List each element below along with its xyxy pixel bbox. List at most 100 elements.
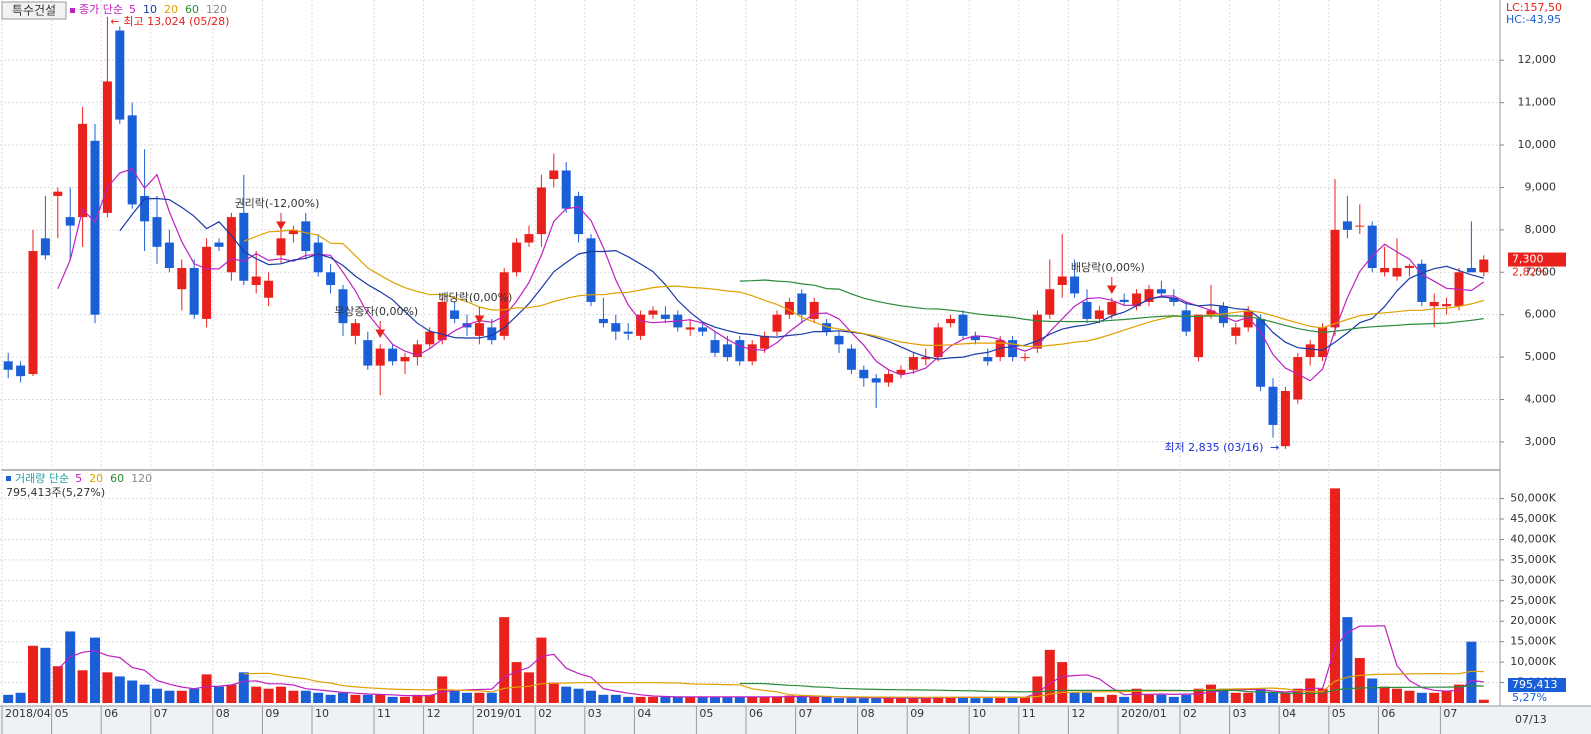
- candle-body: [264, 280, 274, 298]
- volume-bar: [1106, 694, 1117, 703]
- x-tick-label: 06: [104, 707, 118, 720]
- last-volume-box: [1508, 678, 1566, 692]
- candle-body: [487, 327, 497, 341]
- volume-bar: [1230, 692, 1241, 703]
- volume-bar: [1416, 692, 1427, 703]
- volume-bar: [1268, 692, 1278, 703]
- candle-body: [40, 238, 50, 256]
- volume-bar: [1218, 688, 1229, 703]
- volume-tick-label: 50,000K: [1510, 492, 1556, 505]
- candle-body: [896, 369, 906, 375]
- volume-bar: [524, 672, 534, 703]
- x-tick-label: 07: [799, 707, 813, 720]
- candle-body: [623, 331, 633, 334]
- candle-body: [660, 314, 670, 319]
- volume-bar: [325, 694, 336, 703]
- candle-body: [698, 327, 708, 332]
- candle-body: [884, 374, 894, 383]
- x-tick-label: 05: [55, 707, 69, 720]
- candle-body: [1020, 357, 1030, 359]
- volume-bar: [1156, 694, 1167, 703]
- candle-body: [338, 289, 348, 324]
- volume-bar: [1255, 688, 1266, 703]
- volume-bar: [387, 696, 398, 703]
- candle-body: [871, 378, 881, 383]
- volume-bar: [834, 698, 844, 703]
- volume-bar: [1280, 692, 1291, 703]
- x-tick-label: 07: [154, 707, 168, 720]
- legend-entry: 60: [185, 3, 199, 16]
- last-volume-ratio: 5,27%: [1512, 691, 1547, 704]
- volume-bar: [102, 672, 113, 703]
- volume-bar: [561, 686, 572, 703]
- legend-swatch: [70, 8, 75, 13]
- volume-bar: [1119, 696, 1130, 703]
- volume-bar: [685, 696, 696, 703]
- volume-bar: [424, 694, 435, 703]
- candle-body: [189, 268, 199, 315]
- candle-body: [933, 327, 943, 358]
- volume-bar: [3, 694, 14, 703]
- hc-label: HC:-43,95: [1506, 13, 1561, 26]
- volume-bar: [648, 696, 658, 703]
- y-tick-label: 8,000: [1525, 223, 1557, 236]
- last-change: 2,82%: [1512, 266, 1547, 279]
- volume-bar: [276, 686, 286, 703]
- volume-bar: [1367, 678, 1378, 703]
- candle-body: [1367, 225, 1377, 269]
- y-tick-label: 4,000: [1525, 392, 1557, 405]
- candle-body: [53, 191, 63, 196]
- volume-legend: 거래량 단순: [15, 472, 69, 485]
- candle-body: [437, 301, 447, 341]
- high-arrow: ←: [110, 15, 119, 28]
- volume-bar: [313, 692, 324, 703]
- y-tick-label: 7,000: [1525, 265, 1557, 278]
- candle-body: [958, 314, 968, 336]
- volume-bar: [400, 696, 410, 703]
- x-tick-label: 12: [1071, 707, 1085, 720]
- volume-bar: [1144, 694, 1154, 703]
- moving-average: [57, 625, 1484, 699]
- candle-body: [1057, 276, 1067, 285]
- volume-bar: [883, 698, 894, 703]
- volume-bar: [263, 688, 274, 703]
- volume-bar: [15, 692, 26, 703]
- event-label: 배당락(0,00%): [1071, 261, 1145, 274]
- candle-body: [140, 195, 150, 222]
- candle-body: [760, 335, 770, 349]
- candle-body: [363, 340, 373, 366]
- candle-body: [561, 170, 571, 209]
- volume-bar: [1429, 692, 1440, 703]
- x-tick-label: 11: [377, 707, 391, 720]
- volume-bar: [710, 696, 720, 703]
- candle-body: [512, 242, 522, 273]
- candle-body: [1268, 386, 1278, 425]
- x-tick-label: 04: [637, 707, 651, 720]
- low-arrow: →: [1270, 441, 1279, 454]
- last-volume: 795,413: [1512, 678, 1558, 691]
- event-arrow: [375, 321, 386, 339]
- high-label: 최고 13,024 (05/28): [123, 15, 229, 28]
- candle-body: [177, 268, 187, 290]
- candle-body: [412, 344, 422, 358]
- volume-bar: [1094, 696, 1105, 703]
- volume-bar: [734, 696, 745, 703]
- y-tick-label: 6,000: [1525, 308, 1557, 321]
- x-tick-label: 06: [749, 707, 763, 720]
- volume-bar: [152, 688, 162, 703]
- candle-body: [1169, 297, 1179, 302]
- candle-body: [1417, 263, 1427, 302]
- candle-body: [1156, 289, 1166, 294]
- volume-bar: [1379, 686, 1390, 703]
- volume-bar: [920, 698, 931, 703]
- plot: [3, 16, 1489, 703]
- volume-bar: [1305, 678, 1316, 703]
- candle-body: [1305, 344, 1315, 358]
- candle-body: [425, 331, 435, 345]
- moving-average: [739, 682, 1484, 695]
- volume-bar: [958, 696, 968, 703]
- legend-entry: 60: [110, 472, 124, 485]
- volume-bar: [1392, 688, 1402, 703]
- candle-body: [474, 323, 484, 336]
